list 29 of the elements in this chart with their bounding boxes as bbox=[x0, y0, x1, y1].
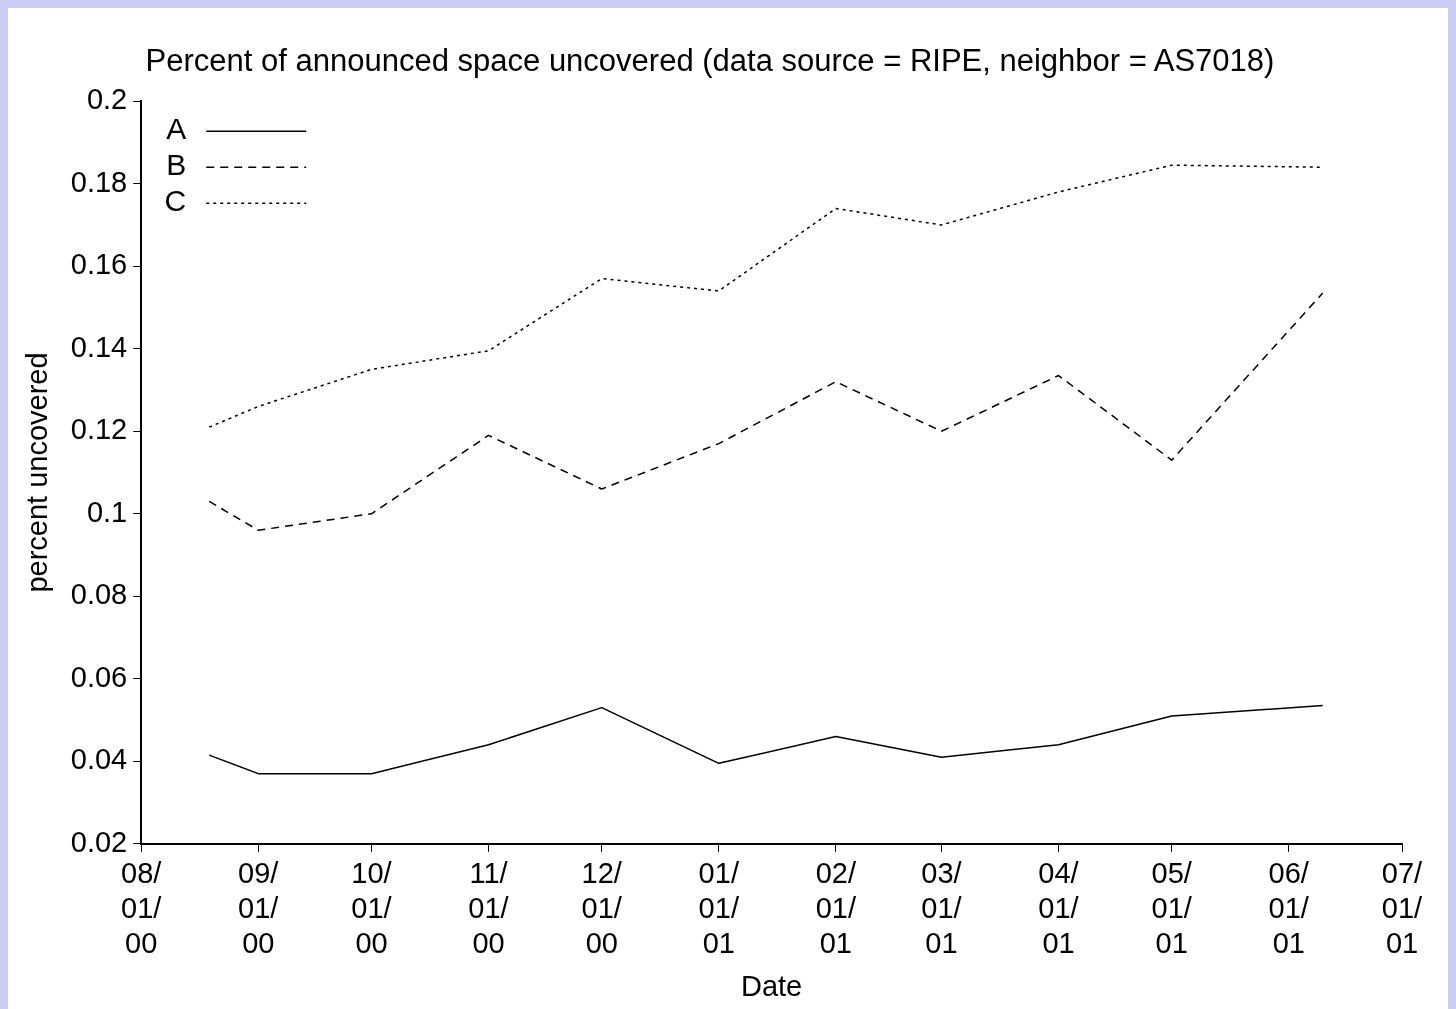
y-tick-label: 0.12 bbox=[70, 413, 128, 446]
y-axis-title: percent uncovered bbox=[21, 352, 54, 593]
x-axis-title: Date bbox=[740, 969, 803, 1002]
x-tick-label: 02/ 01/ 01 bbox=[815, 857, 857, 959]
x-tick-label: 07/ 01/ 01 bbox=[1381, 857, 1424, 959]
y-tick-label: 0.16 bbox=[70, 248, 128, 281]
y-tick-label: 0.04 bbox=[70, 743, 128, 776]
y-tick-label: 0.18 bbox=[70, 165, 128, 198]
x-tick-label: 10/ 01/ 00 bbox=[351, 857, 393, 959]
y-tick-label: 0.2 bbox=[86, 83, 128, 116]
y-tick-label: 0.08 bbox=[70, 578, 128, 611]
x-tick-label: 11/ 01/ 00 bbox=[468, 857, 510, 959]
line-series bbox=[208, 292, 1324, 532]
chart-title: Percent of announced space uncovered (data source = RIPE, neighbor = AS7018) bbox=[145, 43, 1275, 79]
x-tick-label: 06/ 01/ 01 bbox=[1268, 857, 1310, 959]
x-tick-label: 05/ 01/ 01 bbox=[1151, 857, 1193, 959]
x-tick-label: 03/ 01/ 01 bbox=[921, 857, 963, 959]
x-tick-label: 12/ 01/ 00 bbox=[581, 857, 623, 959]
y-tick-label: 0.14 bbox=[70, 330, 128, 363]
x-tick-label: 09/ 01/ 00 bbox=[238, 857, 280, 959]
x-tick-label: 08/ 01/ 00 bbox=[121, 857, 163, 959]
y-tick-label: 0.06 bbox=[70, 660, 128, 693]
y-tick-label: 0.1 bbox=[86, 495, 128, 528]
x-tick-label: 01/ 01/ 01 bbox=[698, 857, 740, 959]
legend-label: A bbox=[166, 112, 187, 146]
legend-label: B bbox=[166, 148, 187, 182]
x-tick-label: 04/ 01/ 01 bbox=[1038, 857, 1080, 959]
legend-label: C bbox=[164, 184, 187, 218]
y-tick-label: 0.02 bbox=[70, 825, 128, 858]
